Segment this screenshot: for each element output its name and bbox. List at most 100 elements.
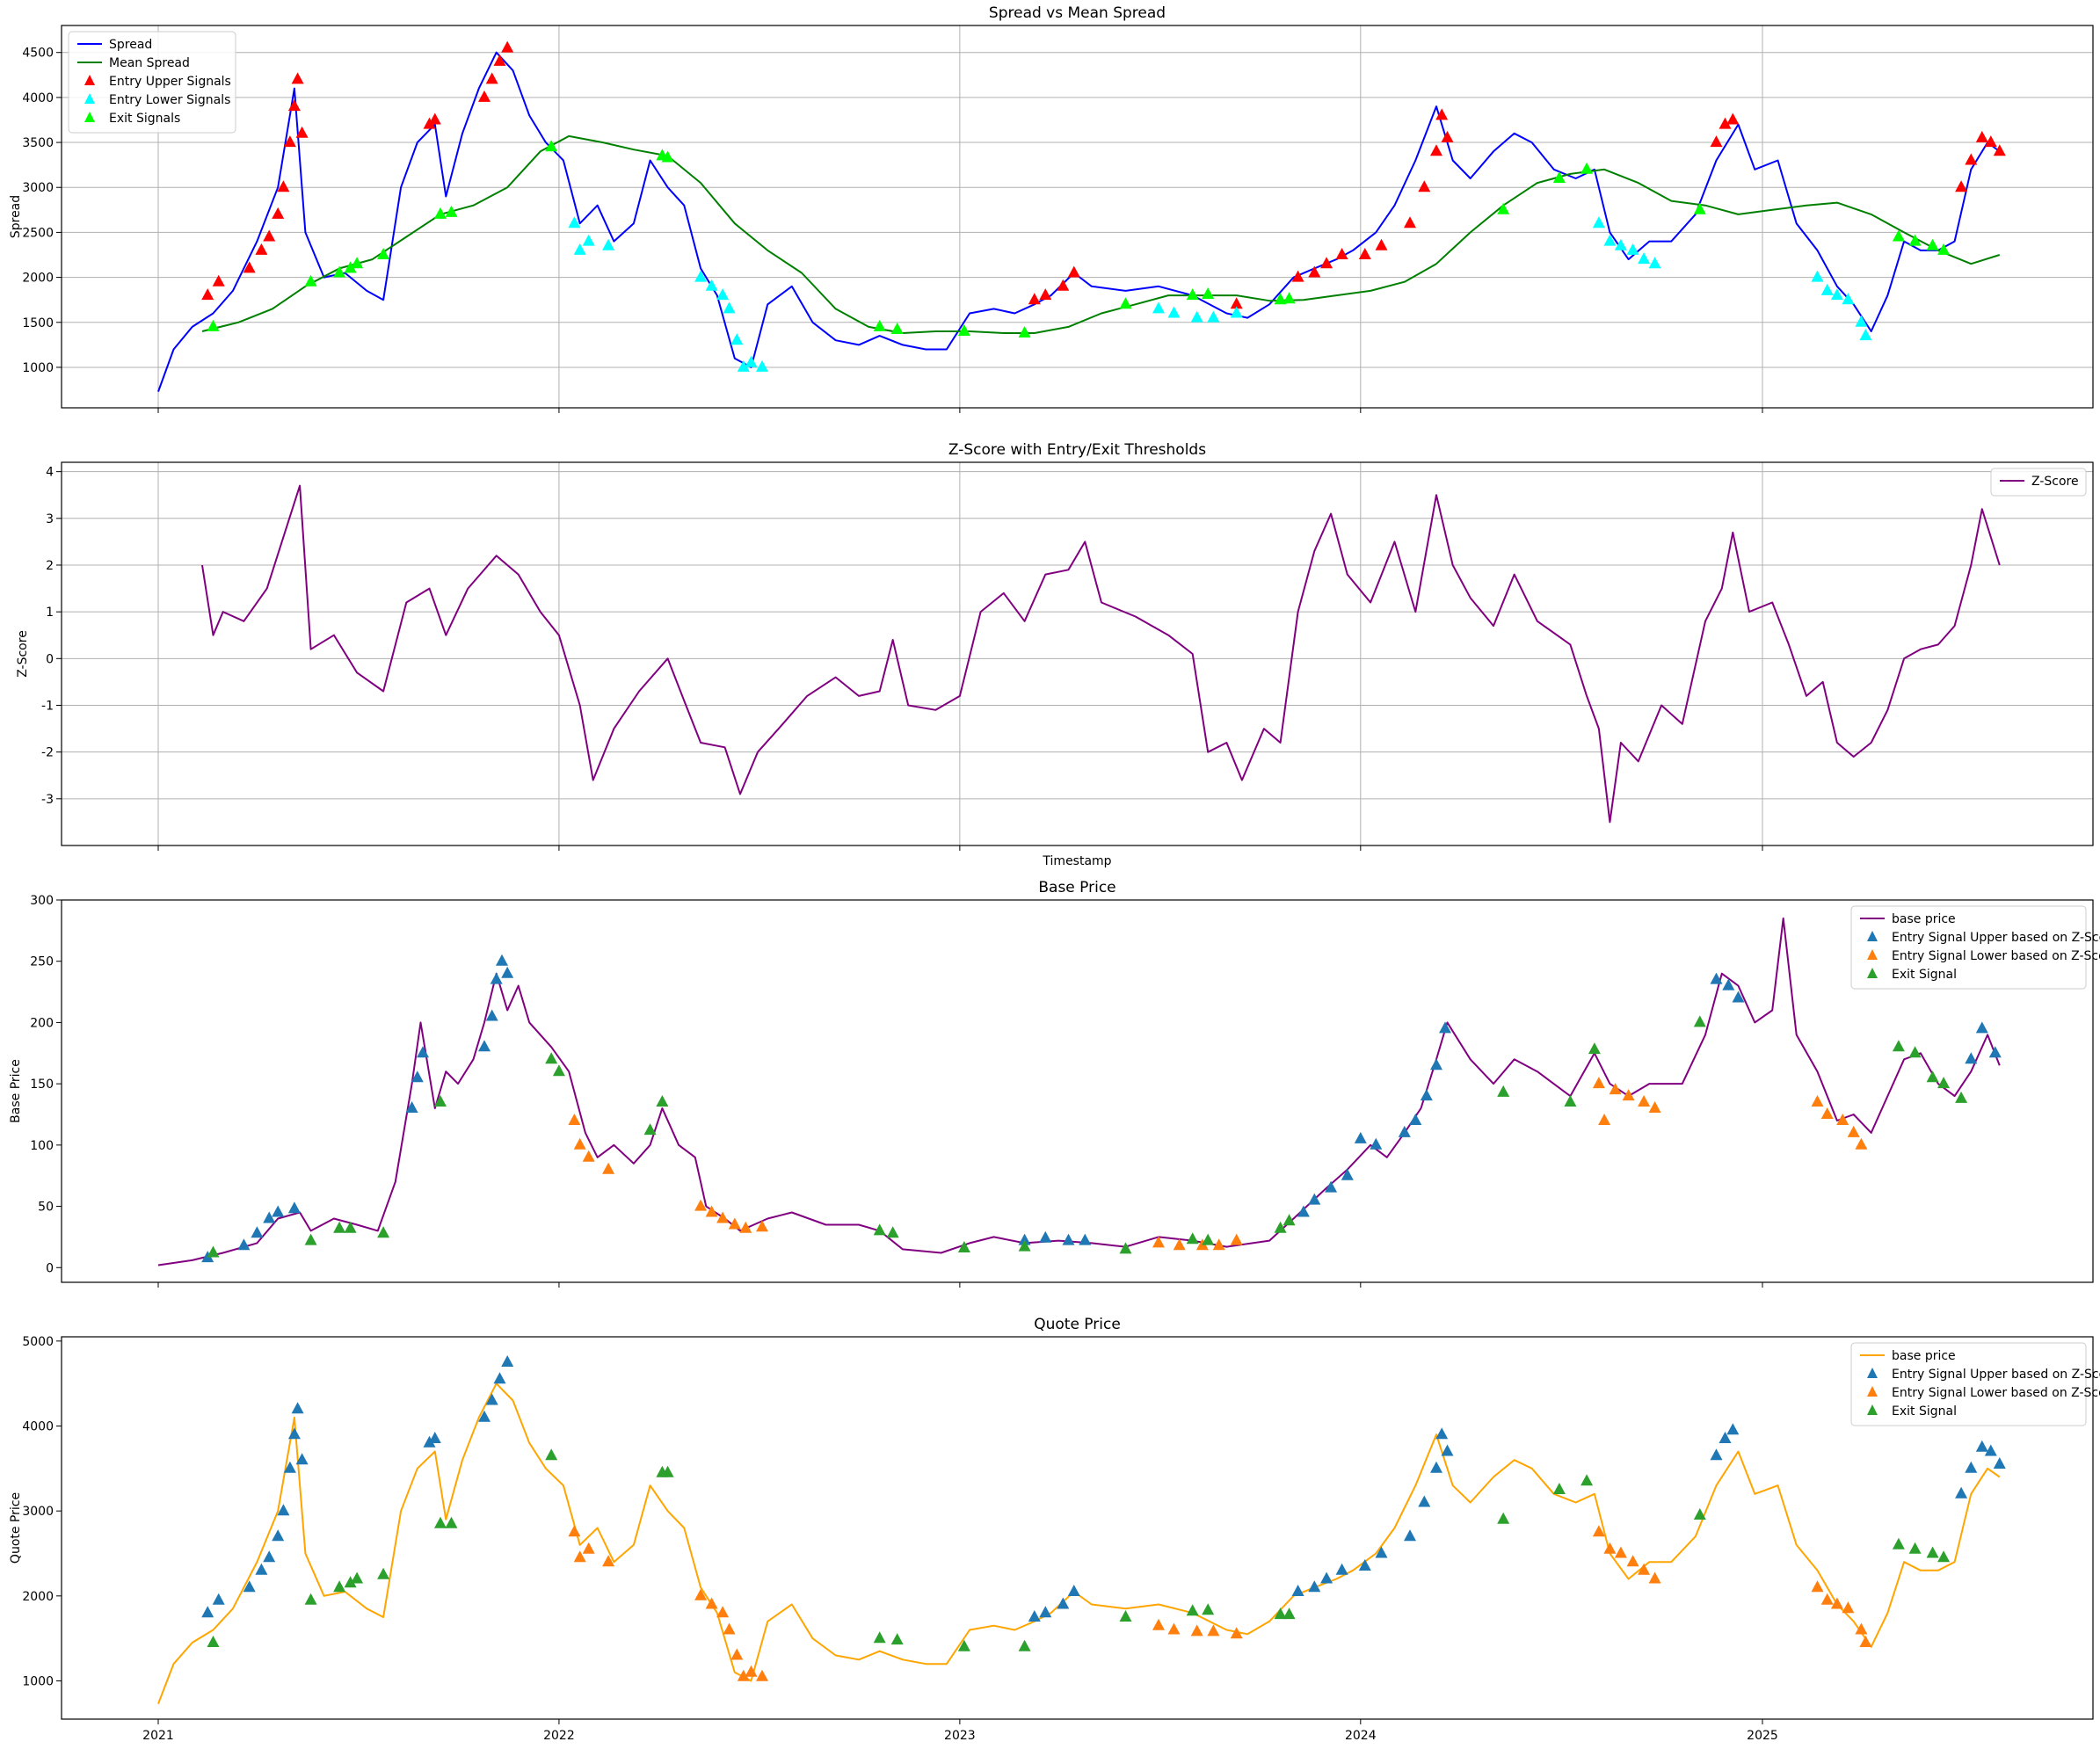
signal-marker (1955, 1486, 1968, 1499)
y-tick-label: 1000 (22, 1675, 54, 1689)
signal-marker (873, 319, 886, 331)
signal-marker (1207, 1624, 1220, 1637)
signal-marker (1830, 1597, 1843, 1609)
signal-marker (1993, 144, 2006, 156)
signal-marker (1441, 130, 1454, 142)
signal-marker (602, 238, 615, 250)
signal-marker (661, 1465, 674, 1477)
signal-marker (1648, 1571, 1661, 1584)
signal-marker (207, 1636, 220, 1647)
signal-marker (1811, 270, 1824, 282)
signal-marker (1975, 1021, 1988, 1034)
signal-marker (1291, 270, 1304, 282)
signal-marker (1119, 1610, 1132, 1622)
signal-marker (1580, 162, 1594, 174)
signal-marker (1955, 1091, 1968, 1103)
signal-marker (493, 54, 506, 66)
axes-frame (61, 25, 2094, 409)
legend-label: Spread (109, 38, 152, 52)
signal-marker (291, 72, 304, 84)
signal-marker (1693, 1015, 1706, 1027)
signal-marker (568, 1525, 581, 1537)
signal-marker (1580, 1474, 1594, 1486)
signal-marker (1710, 972, 1723, 984)
signal-marker (1722, 978, 1735, 991)
signal-marker (1622, 1089, 1635, 1101)
signal-marker (1375, 1546, 1388, 1558)
signal-marker (212, 274, 225, 287)
signal-marker (582, 1150, 595, 1162)
signal-marker (1926, 1070, 1939, 1083)
signal-marker (1039, 288, 1052, 301)
signal-marker (694, 1588, 708, 1600)
signal-marker (582, 234, 595, 246)
signal-marker (873, 1223, 886, 1236)
signal-marker (1592, 1525, 1605, 1537)
signal-marker (344, 1221, 357, 1233)
signal-marker (1710, 1448, 1723, 1461)
signal-marker (1297, 1205, 1310, 1217)
signal-marker (1230, 1233, 1243, 1245)
signal-marker (1320, 1571, 1333, 1584)
signal-marker (723, 1622, 736, 1635)
signal-marker (1975, 1440, 1988, 1452)
y-axis-label: Z-Score (16, 630, 30, 678)
signal-marker (1335, 248, 1348, 259)
signal-marker (1975, 130, 1988, 142)
signal-marker (1552, 171, 1566, 183)
legend-marker-swatch (1867, 949, 1878, 960)
signal-marker (255, 1563, 268, 1575)
signal-marker (1984, 135, 1997, 148)
signal-marker (1173, 1238, 1186, 1251)
signal-marker (445, 205, 458, 217)
signal-marker (1375, 238, 1388, 250)
signal-marker (573, 1550, 586, 1563)
signal-marker (1937, 1550, 1951, 1563)
signal-marker (1370, 1137, 1383, 1150)
signal-marker (1274, 1221, 1287, 1233)
signal-marker (1811, 1580, 1824, 1593)
signal-marker (957, 324, 970, 336)
legend-label: Entry Signal Lower based on Z-Score (1892, 1386, 2100, 1400)
legend-label: Entry Signal Upper based on Z-Score (1892, 1368, 2100, 1382)
chart-title: Z-Score with Entry/Exit Thresholds (948, 441, 1206, 459)
signal-marker (1859, 1636, 1872, 1647)
series-line-z-score (201, 484, 2001, 824)
signal-marker (1028, 293, 1041, 305)
signal-marker (434, 1516, 447, 1528)
signal-marker (1435, 108, 1449, 120)
signal-marker (1965, 1052, 1978, 1064)
signal-marker (1497, 1512, 1510, 1524)
signal-marker (1291, 1585, 1304, 1596)
quote-price-panel: 1000 2000 3000 4000 5000 2021 2022 2023 2024 2025… (9, 1316, 2100, 1743)
signal-marker (405, 1101, 418, 1113)
signal-marker (485, 1009, 498, 1021)
signal-marker (1552, 1483, 1566, 1494)
signal-marker (643, 1123, 657, 1136)
signal-marker (1430, 1058, 1442, 1070)
signal-marker (1435, 1427, 1449, 1440)
signal-marker (1202, 287, 1215, 299)
signal-marker (1325, 1180, 1338, 1193)
signal-marker (1497, 202, 1510, 214)
y-tick-label: 1500 (22, 316, 54, 330)
signal-marker (283, 135, 296, 148)
signal-marker (1648, 1101, 1661, 1113)
signal-marker (1308, 1580, 1321, 1593)
signal-marker (1202, 1233, 1215, 1245)
y-tick-label: 4 (46, 466, 54, 480)
axes-frame (61, 1336, 2094, 1720)
axes-frame (61, 461, 2094, 846)
signal-marker (304, 274, 317, 287)
signal-marker (351, 1571, 364, 1584)
signal-marker (602, 1555, 615, 1567)
signal-marker (207, 1245, 220, 1258)
series-line-mean-spread (201, 134, 2001, 334)
signal-marker (277, 1504, 290, 1516)
series-line-base-price (157, 917, 2001, 1266)
axes-frame (61, 899, 2094, 1283)
signal-marker (1202, 1603, 1215, 1615)
signal-marker (694, 270, 708, 282)
signal-marker (602, 1162, 615, 1174)
